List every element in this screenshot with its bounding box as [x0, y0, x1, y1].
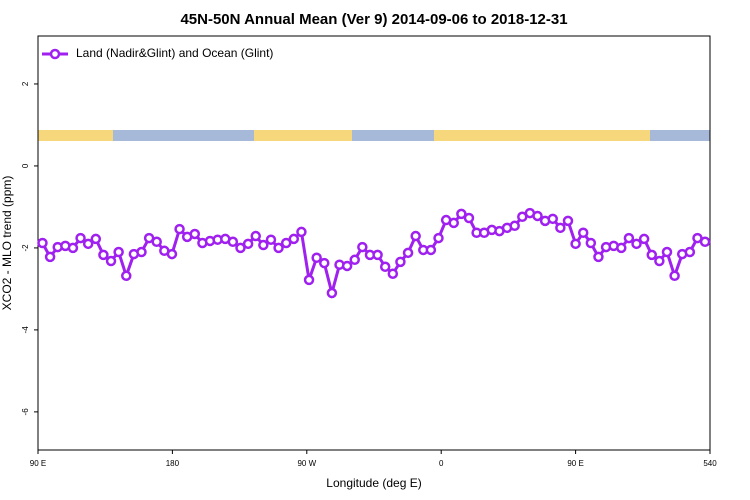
x-tick-label: 0 — [439, 459, 444, 468]
chart-title: 45N-50N Annual Mean (Ver 9) 2014-09-06 t… — [180, 11, 567, 28]
point — [227, 236, 239, 248]
point — [174, 223, 185, 235]
point — [296, 226, 307, 238]
point — [90, 233, 102, 245]
point — [555, 222, 566, 234]
point — [136, 246, 147, 258]
point — [699, 236, 711, 248]
legend-label: Land (Nadir&Glint) and Ocean (Glint) — [76, 46, 273, 60]
point — [37, 237, 48, 249]
y-tick-label: 2 — [21, 81, 30, 86]
point — [623, 232, 635, 244]
point — [82, 238, 94, 250]
point — [105, 255, 117, 267]
point — [456, 208, 467, 220]
point — [433, 232, 444, 244]
x-tick-label: 90 W — [297, 459, 316, 468]
y-tick-label: -6 — [21, 408, 30, 416]
point — [75, 232, 86, 244]
point — [509, 220, 520, 232]
point — [570, 238, 581, 250]
point — [448, 217, 459, 229]
point — [379, 261, 391, 273]
point — [616, 242, 627, 254]
point — [654, 255, 665, 267]
ocean — [352, 130, 434, 141]
ocean — [650, 130, 710, 141]
land — [434, 130, 650, 141]
point — [319, 257, 330, 269]
x-tick-label: 90 E — [567, 459, 583, 468]
y-tick-label: -2 — [21, 244, 30, 252]
x-tick-label: 180 — [166, 459, 180, 468]
point — [631, 238, 642, 250]
point — [113, 246, 124, 258]
point — [44, 251, 56, 263]
point — [288, 233, 300, 245]
point — [189, 228, 201, 240]
point — [67, 242, 79, 254]
point — [273, 242, 284, 254]
point — [425, 244, 437, 256]
y-tick-label: 0 — [21, 163, 30, 168]
point — [395, 256, 406, 268]
point — [357, 241, 368, 253]
point — [250, 230, 261, 242]
point — [151, 236, 162, 248]
point — [341, 260, 353, 272]
point — [410, 230, 421, 242]
point — [258, 239, 269, 251]
point — [684, 246, 696, 258]
point — [98, 249, 109, 261]
point — [646, 249, 658, 261]
point — [280, 237, 292, 249]
point — [577, 227, 589, 239]
point — [265, 234, 277, 245]
point — [311, 252, 322, 264]
point — [463, 212, 475, 224]
point — [235, 242, 246, 254]
point — [547, 213, 559, 225]
y-axis-label: XCO2 - MLO trend (ppm) — [0, 176, 14, 311]
x-tick-label: 90 E — [30, 459, 46, 468]
land-ocean-strip — [38, 130, 710, 141]
point — [638, 233, 650, 245]
legend-marker — [49, 48, 61, 60]
point — [166, 248, 178, 260]
point — [303, 274, 315, 286]
point — [532, 210, 543, 222]
point — [372, 249, 383, 261]
point — [669, 270, 680, 282]
point — [593, 251, 604, 263]
ocean — [113, 130, 254, 141]
land — [38, 130, 113, 141]
y-tick-label: -4 — [21, 326, 30, 334]
land — [254, 130, 352, 141]
point — [387, 268, 399, 279]
point — [121, 270, 132, 282]
point — [585, 237, 597, 249]
x-tick-label: 540 — [703, 459, 717, 468]
point — [349, 254, 360, 266]
point — [326, 287, 338, 299]
legend: Land (Nadir&Glint) and Ocean (Glint) — [42, 46, 273, 60]
point — [242, 238, 254, 250]
x-axis-label: Longitude (deg E) — [326, 476, 421, 490]
point — [402, 247, 414, 259]
point — [661, 246, 673, 258]
point — [562, 215, 574, 227]
